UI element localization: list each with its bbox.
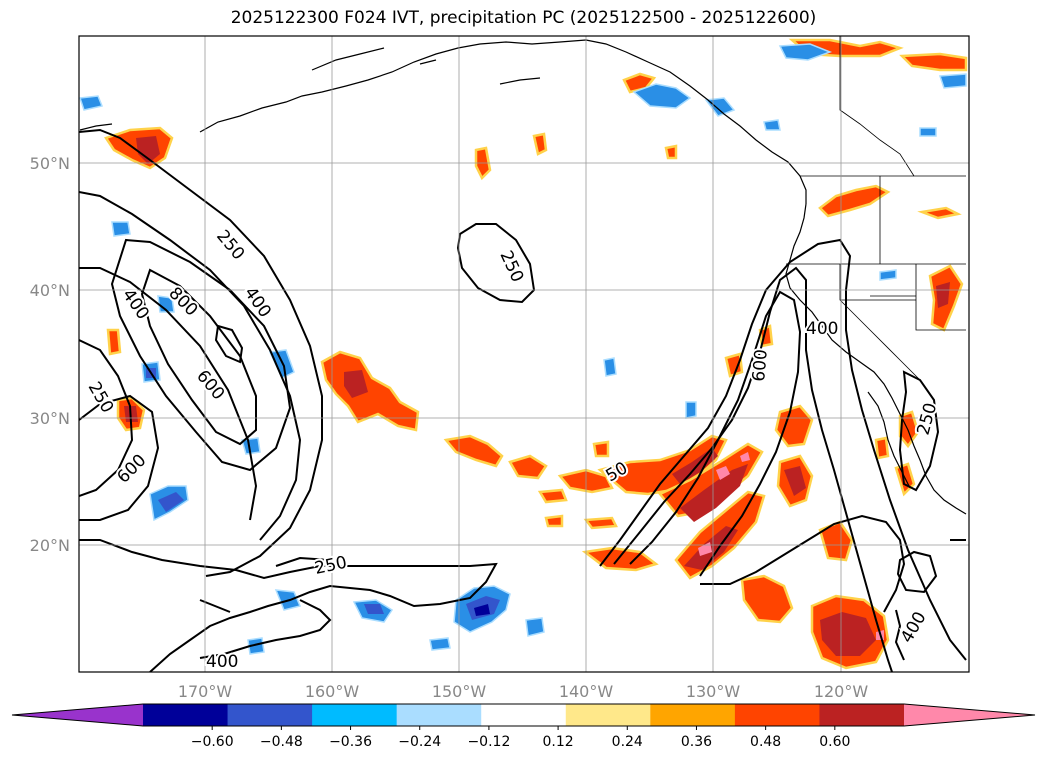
- colorbar-tick-label: 0.12: [543, 734, 574, 750]
- precip-strong-regions: [124, 136, 950, 656]
- contour-label: 600: [749, 348, 772, 382]
- colorbar-segment: [227, 704, 313, 726]
- lon-label-140w: 140°W: [559, 682, 614, 701]
- colorbar-tick-label: −0.24: [398, 734, 441, 750]
- colorbar-tick-label: −0.48: [260, 734, 303, 750]
- lon-label-120w: 120°W: [814, 682, 869, 701]
- map-plot-area: [79, 36, 969, 672]
- precip-negative-darkest: [474, 604, 490, 616]
- map-title: 2025122300 F024 IVT, precipitation PC (2…: [230, 8, 817, 28]
- colorbar-segment: [143, 704, 229, 726]
- contour-label: 400: [206, 652, 238, 672]
- lon-label-160w: 160°W: [305, 682, 360, 701]
- lon-label-150w: 150°W: [432, 682, 487, 701]
- lat-label-40n: 40°N: [30, 281, 70, 300]
- colorbar-segment: [650, 704, 736, 726]
- colorbar-tick-label: −0.12: [467, 734, 510, 750]
- colorbar-segment: [734, 704, 820, 726]
- colorbar-tick-label: 0.48: [750, 734, 781, 750]
- colorbar-segment: [312, 704, 398, 726]
- colorbar-tick-label: −0.36: [329, 734, 372, 750]
- coastlines: [79, 39, 967, 515]
- lat-label-50n: 50°N: [30, 154, 70, 173]
- graticule: [79, 36, 969, 672]
- colorbar-extend-high: [904, 704, 1035, 726]
- lat-label-30n: 30°N: [30, 409, 70, 428]
- colorbar-tick-label: −0.60: [191, 734, 234, 750]
- lat-label-20n: 20°N: [30, 536, 70, 555]
- colorbar-tick-label: 0.24: [612, 734, 643, 750]
- longitude-labels: 170°W 160°W 150°W 140°W 130°W 120°W: [178, 682, 869, 701]
- latitude-labels: 50°N 40°N 30°N 20°N: [30, 154, 70, 555]
- lon-label-130w: 130°W: [686, 682, 741, 701]
- colorbar-outline: [11, 703, 1036, 727]
- political-borders: [786, 36, 966, 381]
- colorbar-tick-label: 0.36: [681, 734, 712, 750]
- colorbar: −0.60 −0.48 −0.36 −0.24 −0.12 0.12 0.24 0.36 0.4…: [11, 703, 1036, 750]
- colorbar-segment: [396, 704, 482, 726]
- map-border: [78, 35, 970, 673]
- colorbar-segment: [819, 704, 905, 726]
- colorbar-extend-low: [12, 704, 143, 726]
- ivt-contours: [79, 128, 967, 672]
- colorbar-segment: [481, 704, 567, 726]
- colorbar-tick-label: 0.60: [819, 734, 850, 750]
- colorbar-segment: [565, 704, 651, 726]
- lon-label-170w: 170°W: [178, 682, 233, 701]
- contour-label: 400: [806, 319, 838, 339]
